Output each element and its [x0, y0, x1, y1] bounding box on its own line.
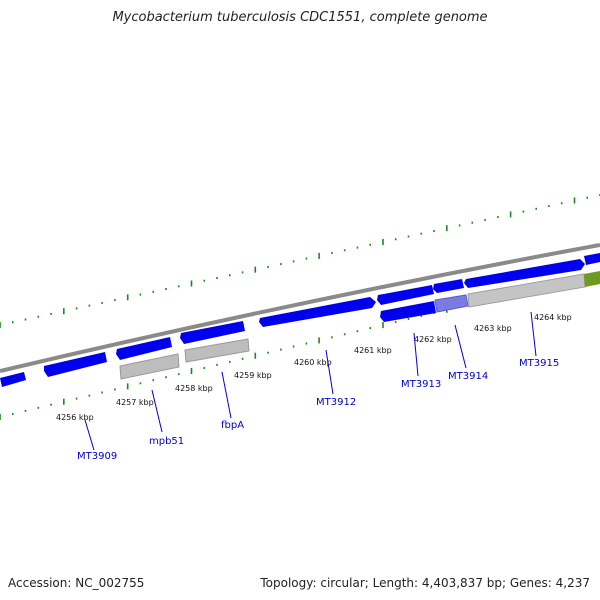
- scale-label: 4264 kbp: [534, 313, 572, 322]
- scale-label: 4261 kbp: [354, 346, 392, 355]
- scale-label: 4258 kbp: [175, 384, 213, 393]
- gene-label[interactable]: fbpA: [221, 420, 244, 431]
- genome-summary-text: Topology: circular; Length: 4,403,837 bp…: [260, 576, 590, 590]
- gene-arrow[interactable]: [464, 259, 585, 288]
- gene-highlighted[interactable]: [434, 294, 469, 313]
- map-title: Mycobacterium tuberculosis CDC1551, comp…: [112, 10, 488, 25]
- scale-label: 4262 kbp: [414, 335, 452, 344]
- label-leader: [151, 389, 163, 433]
- scale-label: 4263 kbp: [474, 324, 512, 333]
- label-leader: [221, 371, 232, 419]
- gc-skew-track-outer: [0, 194, 600, 328]
- genome-backbone: [0, 243, 600, 373]
- pseudogene-bar[interactable]: [119, 353, 180, 380]
- scale-label: 4256 kbp: [56, 413, 94, 422]
- rna-feature[interactable]: [584, 271, 600, 287]
- label-leader: [325, 349, 334, 395]
- gene-arrow[interactable]: [116, 337, 172, 360]
- accession-text: Accession: NC_002755: [8, 576, 145, 590]
- pseudogene-bar[interactable]: [184, 338, 250, 363]
- gene-label[interactable]: MT3913: [401, 379, 441, 390]
- gene-arrow[interactable]: [0, 372, 26, 387]
- gene-label[interactable]: MT3914: [448, 371, 488, 382]
- gene-arrow[interactable]: [44, 352, 107, 377]
- gene-arrow[interactable]: [433, 279, 464, 293]
- gene-label[interactable]: MT3912: [316, 397, 356, 408]
- label-leader: [530, 311, 537, 357]
- scale-label: 4257 kbp: [116, 398, 154, 407]
- gene-arrow[interactable]: [584, 253, 600, 265]
- gene-label[interactable]: MT3915: [519, 358, 559, 369]
- label-leader: [84, 419, 95, 451]
- gene-arrow[interactable]: [377, 285, 434, 305]
- label-leader: [413, 332, 419, 377]
- scale-label: 4259 kbp: [234, 371, 272, 380]
- gene-arrow[interactable]: [259, 297, 376, 327]
- gene-label[interactable]: MT3909: [77, 451, 117, 462]
- gene-arrow[interactable]: [380, 301, 436, 322]
- gene-label[interactable]: mpb51: [149, 436, 184, 447]
- gene-arrow[interactable]: [180, 321, 245, 344]
- label-leader: [454, 324, 467, 369]
- scale-label: 4260 kbp: [294, 358, 332, 367]
